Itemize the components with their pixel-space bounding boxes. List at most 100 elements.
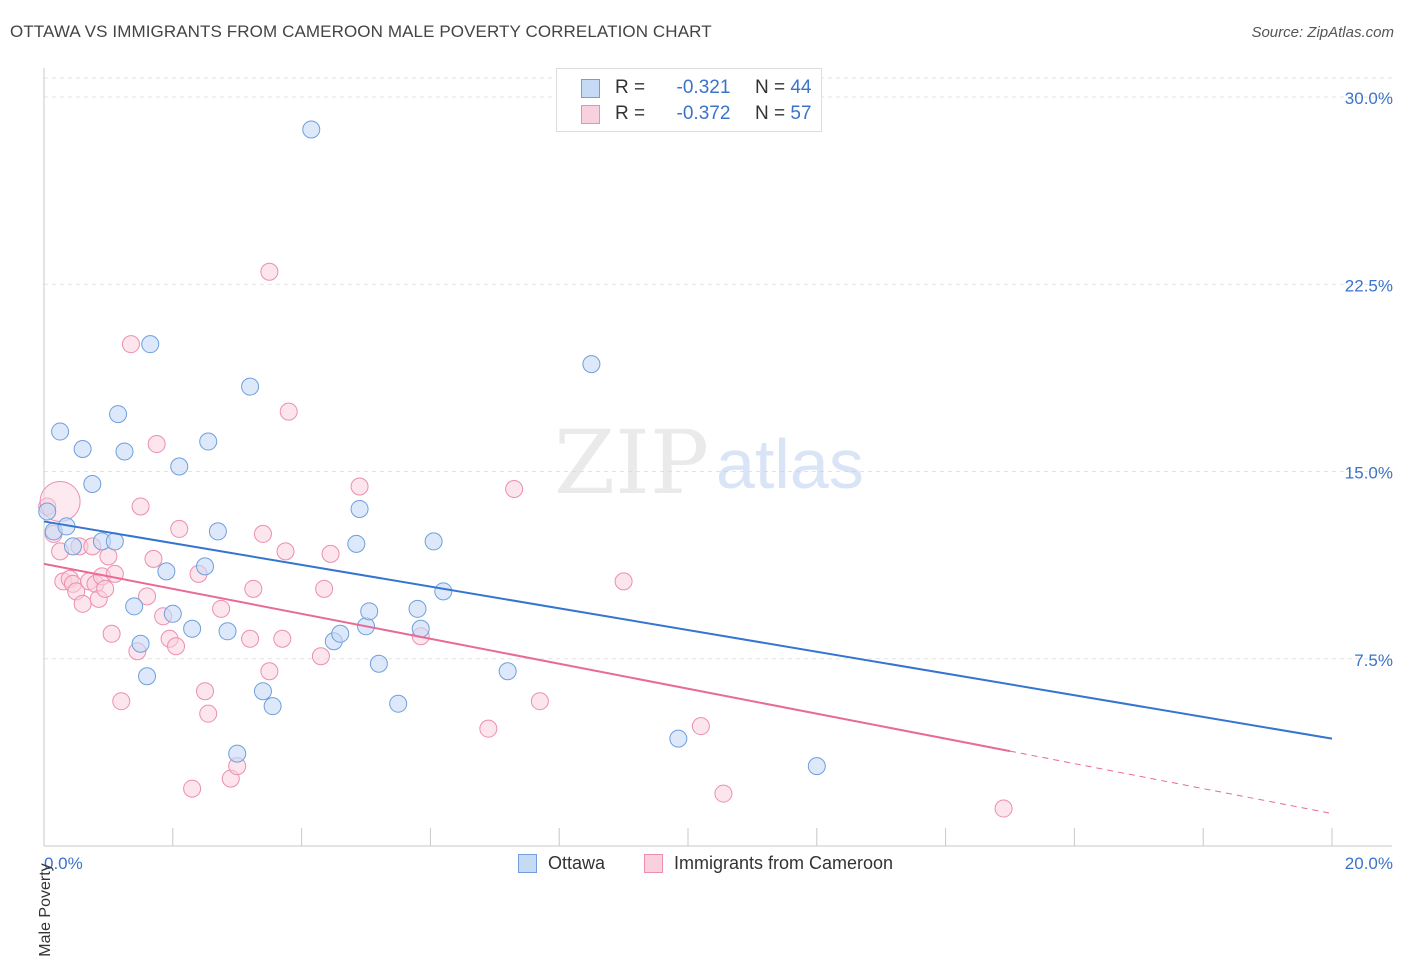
scatter-chart: 7.5% 15.0% 22.5% 30.0% 0.0% 20.0% ZIP atlas bbox=[38, 68, 1393, 873]
ottawa-point bbox=[241, 377, 260, 396]
ottawa-point bbox=[170, 457, 189, 476]
y-axis-label: Male Poverty bbox=[37, 863, 54, 957]
cameroon-point bbox=[144, 549, 163, 568]
ottawa-trendline bbox=[43, 520, 1333, 740]
cameroon-point bbox=[170, 519, 189, 538]
ottawa-point bbox=[263, 697, 282, 716]
cameroon-point bbox=[994, 799, 1013, 818]
ottawa-point bbox=[157, 562, 176, 581]
ottawa-point bbox=[73, 440, 92, 459]
cameroon-point bbox=[311, 647, 330, 666]
ottawa-point bbox=[408, 599, 427, 618]
x-tick-label-max: 20.0% bbox=[1345, 854, 1393, 873]
y-tick-label: 15.0% bbox=[1345, 464, 1393, 483]
cameroon-point bbox=[253, 524, 272, 543]
bottom-legend-swatch-cameroon bbox=[644, 854, 663, 873]
cameroon-point bbox=[131, 497, 150, 516]
chart-source: Source: ZipAtlas.com bbox=[1251, 24, 1394, 41]
cameroon-point bbox=[276, 542, 295, 561]
legend-swatch-ottawa bbox=[581, 79, 600, 98]
ottawa-point bbox=[331, 624, 350, 643]
ottawa-point bbox=[360, 602, 379, 621]
cameroon-point bbox=[530, 692, 549, 711]
watermark-atlas: atlas bbox=[716, 425, 864, 503]
cameroon-point bbox=[183, 779, 202, 798]
cameroon-point bbox=[315, 579, 334, 598]
cameroon-point bbox=[105, 564, 124, 583]
cameroon-point bbox=[73, 594, 92, 613]
ottawa-point bbox=[163, 604, 182, 623]
ottawa-point bbox=[669, 729, 688, 748]
legend-r-label: R = bbox=[615, 77, 646, 98]
ottawa-point bbox=[125, 597, 144, 616]
ottawa-point bbox=[183, 619, 202, 638]
y-tick-label: 30.0% bbox=[1345, 89, 1393, 108]
ottawa-point bbox=[424, 532, 443, 551]
ottawa-point bbox=[582, 355, 601, 374]
cameroon-point bbox=[614, 572, 633, 591]
ottawa-point bbox=[807, 757, 826, 776]
ottawa-point bbox=[38, 502, 57, 521]
bottom-legend-swatch-ottawa bbox=[518, 854, 537, 873]
bottom-legend-label-cameroon: Immigrants from Cameroon bbox=[674, 853, 894, 873]
ottawa-point bbox=[141, 335, 160, 354]
cameroon-point bbox=[260, 262, 279, 281]
ottawa-point bbox=[109, 405, 128, 424]
cameroon-point bbox=[199, 704, 218, 723]
cameroon-point bbox=[121, 335, 140, 354]
ottawa-point bbox=[51, 422, 70, 441]
cameroon-point bbox=[321, 544, 340, 563]
cameroon-point bbox=[112, 692, 131, 711]
watermark-zip: ZIP bbox=[554, 411, 709, 514]
legend-r-value-cameroon: -0.372 bbox=[676, 103, 731, 124]
cameroon-point bbox=[273, 629, 292, 648]
ottawa-point bbox=[347, 534, 366, 553]
legend-n-label: N = bbox=[754, 77, 786, 98]
legend-n-label: N = bbox=[754, 103, 786, 124]
ottawa-point bbox=[138, 667, 157, 686]
bottom-legend-label-ottawa: Ottawa bbox=[548, 853, 606, 873]
legend-swatch-cameroon bbox=[581, 105, 600, 124]
ottawa-point bbox=[434, 582, 453, 601]
legend-n-value-ottawa: 44 bbox=[790, 77, 812, 98]
ottawa-point bbox=[63, 537, 82, 556]
cameroon-point bbox=[147, 435, 166, 454]
ottawa-point bbox=[228, 744, 247, 763]
y-tick-label: 7.5% bbox=[1354, 651, 1393, 670]
ottawa-point bbox=[199, 432, 218, 451]
ottawa-point bbox=[208, 522, 227, 541]
cameroon-point bbox=[691, 717, 710, 736]
ottawa-point bbox=[253, 682, 272, 701]
ottawa-point bbox=[105, 532, 124, 551]
ottawa-point bbox=[302, 120, 321, 139]
ottawa-point bbox=[131, 634, 150, 653]
cameroon-point bbox=[99, 547, 118, 566]
legend-n-value-cameroon: 57 bbox=[790, 103, 812, 124]
ottawa-point bbox=[83, 474, 102, 493]
ottawa-point bbox=[350, 499, 369, 518]
cameroon-point bbox=[505, 479, 524, 498]
cameroon-point bbox=[241, 629, 260, 648]
cameroon-point bbox=[138, 587, 157, 606]
cameroon-trendline bbox=[43, 562, 1011, 753]
cameroon-trendline-extension bbox=[1009, 750, 1333, 815]
cameroon-point bbox=[196, 682, 214, 701]
ottawa-point bbox=[218, 622, 237, 641]
ottawa-point bbox=[196, 557, 214, 576]
legend-r-value-ottawa: -0.321 bbox=[676, 77, 731, 98]
cameroon-point bbox=[212, 599, 231, 618]
ottawa-point bbox=[498, 662, 517, 681]
cameroon-point bbox=[96, 579, 115, 598]
legend-r-label: R = bbox=[615, 103, 646, 124]
cameroon-point bbox=[479, 719, 498, 738]
cameroon-point bbox=[350, 477, 369, 496]
x-tick-label-min: 0.0% bbox=[44, 854, 83, 873]
cameroon-point bbox=[167, 637, 186, 656]
cameroon-point bbox=[279, 402, 298, 421]
cameroon-point bbox=[102, 624, 121, 643]
ottawa-point bbox=[369, 654, 388, 673]
cameroon-point bbox=[260, 662, 279, 681]
ottawa-point bbox=[115, 442, 134, 461]
ottawa-point bbox=[389, 694, 408, 713]
cameroon-point bbox=[714, 784, 733, 803]
